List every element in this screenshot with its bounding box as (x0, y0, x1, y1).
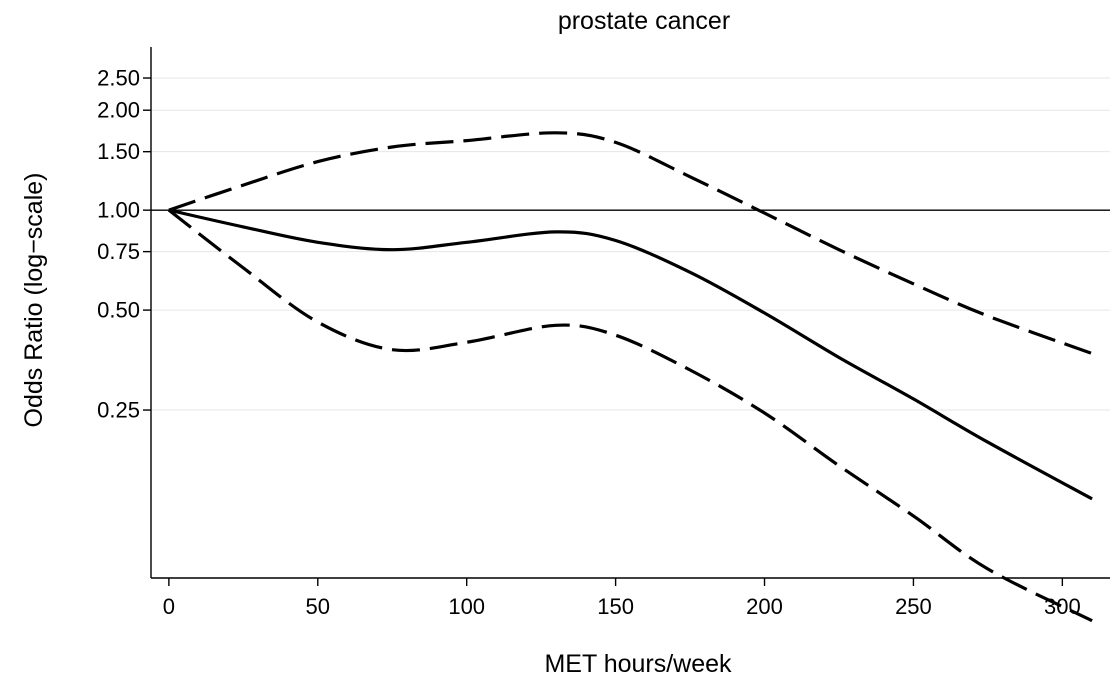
y-axis-ticks: 0.25 0.50 0.75 1.00 1.50 2.00 2.50 (97, 66, 151, 423)
y-tick-label: 1.50 (97, 139, 140, 164)
y-tick-label: 0.75 (97, 239, 140, 264)
chart-title: prostate cancer (558, 7, 730, 35)
series-line-lower-ci (167, 208, 1093, 623)
y-tick-label: 2.00 (97, 98, 140, 123)
series-group (167, 131, 1093, 623)
x-tick-label: 250 (895, 594, 932, 619)
y-tick-label: 0.50 (97, 298, 140, 323)
x-tick-label: 150 (597, 594, 634, 619)
y-axis-title: Odds Ratio (log−scale) (20, 173, 48, 428)
y-tick-label: 2.50 (97, 66, 140, 91)
series-line-estimate (168, 208, 1093, 501)
x-tick-label: 100 (448, 594, 485, 619)
series-line-upper-ci (168, 131, 1093, 356)
x-axis-title: MET hours/week (544, 650, 732, 677)
x-tick-label: 200 (746, 594, 783, 619)
y-tick-label: 0.25 (97, 398, 140, 423)
y-tick-label: 1.00 (97, 198, 140, 223)
x-tick-label: 50 (306, 594, 330, 619)
x-axis-ticks: 0 50 100 150 200 250 300 (163, 578, 1081, 619)
x-tick-label: 0 (163, 594, 175, 619)
x-tick-label: 300 (1044, 594, 1081, 619)
